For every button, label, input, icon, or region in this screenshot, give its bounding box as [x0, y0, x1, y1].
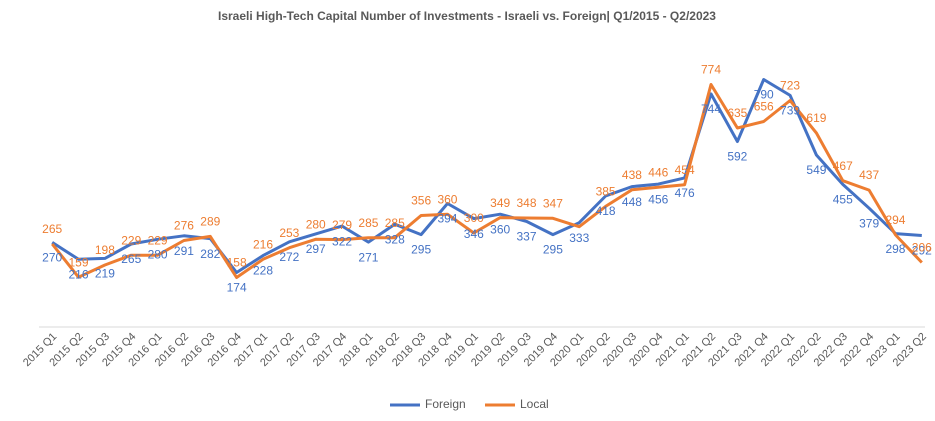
- legend-label: Foreign: [425, 397, 466, 411]
- data-label: 385: [596, 185, 616, 199]
- data-label: 328: [385, 232, 405, 246]
- data-label: 656: [754, 100, 774, 114]
- data-label: 456: [648, 192, 668, 206]
- data-label: 476: [675, 186, 695, 200]
- data-label: 723: [780, 79, 800, 93]
- data-label: 619: [806, 111, 826, 125]
- data-label: 276: [174, 219, 194, 233]
- data-label: 229: [148, 233, 168, 247]
- data-label: 219: [95, 267, 115, 281]
- data-label: 298: [885, 242, 905, 256]
- data-label: 337: [517, 230, 537, 244]
- data-label: 216: [69, 267, 89, 281]
- data-label: 448: [622, 195, 642, 209]
- data-label: 295: [411, 243, 431, 257]
- data-label: 635: [727, 106, 747, 120]
- data-label: 174: [227, 281, 247, 295]
- data-label: 360: [437, 192, 457, 206]
- data-label: 346: [464, 227, 484, 241]
- data-label: 253: [279, 226, 299, 240]
- data-label: 229: [121, 233, 141, 247]
- data-label: 454: [675, 163, 695, 177]
- data-label: 300: [464, 211, 484, 225]
- data-label: 446: [648, 165, 668, 179]
- data-label: 774: [701, 63, 721, 77]
- data-label: 592: [727, 150, 747, 164]
- data-label: 297: [306, 242, 326, 256]
- data-label: 356: [411, 194, 431, 208]
- data-label: 272: [279, 250, 299, 264]
- data-label: 289: [200, 215, 220, 229]
- data-label: 379: [859, 216, 879, 230]
- data-label: 438: [622, 168, 642, 182]
- data-label: 285: [385, 216, 405, 230]
- data-label: 280: [306, 217, 326, 231]
- series-line: [51, 83, 923, 279]
- data-label: 744: [701, 102, 721, 116]
- data-label: 285: [358, 216, 378, 230]
- data-label: 158: [227, 256, 247, 270]
- data-label: 790: [754, 88, 774, 102]
- data-label: 279: [332, 218, 352, 232]
- legend-label: Local: [520, 397, 549, 411]
- data-label: 437: [859, 168, 879, 182]
- data-label: 265: [121, 252, 141, 266]
- data-label: 347: [543, 196, 563, 210]
- data-label: 228: [253, 264, 273, 278]
- data-label: 206: [912, 241, 932, 255]
- data-label: 270: [42, 251, 62, 265]
- data-label: 280: [148, 247, 168, 261]
- data-label: 291: [174, 244, 194, 258]
- data-label: 294: [885, 213, 905, 227]
- data-label: 349: [490, 196, 510, 210]
- data-label: 271: [358, 250, 378, 264]
- data-label: 292: [912, 244, 932, 258]
- chart-title: Israeli High-Tech Capital Number of Inve…: [218, 9, 716, 23]
- data-label: 216: [253, 237, 273, 251]
- data-label: 322: [332, 234, 352, 248]
- data-label: 467: [833, 159, 853, 173]
- data-label: 455: [833, 193, 853, 207]
- data-label: 333: [569, 231, 589, 245]
- data-label: 295: [543, 243, 563, 257]
- data-label: 418: [596, 204, 616, 218]
- data-label: 360: [490, 222, 510, 236]
- data-label: 348: [517, 196, 537, 210]
- data-label: 549: [806, 163, 826, 177]
- data-label: 198: [95, 243, 115, 257]
- data-label: 739: [780, 104, 800, 118]
- data-label: 265: [42, 222, 62, 236]
- data-label: 394: [437, 212, 457, 226]
- data-label: 282: [200, 247, 220, 261]
- data-label: 159: [69, 255, 89, 269]
